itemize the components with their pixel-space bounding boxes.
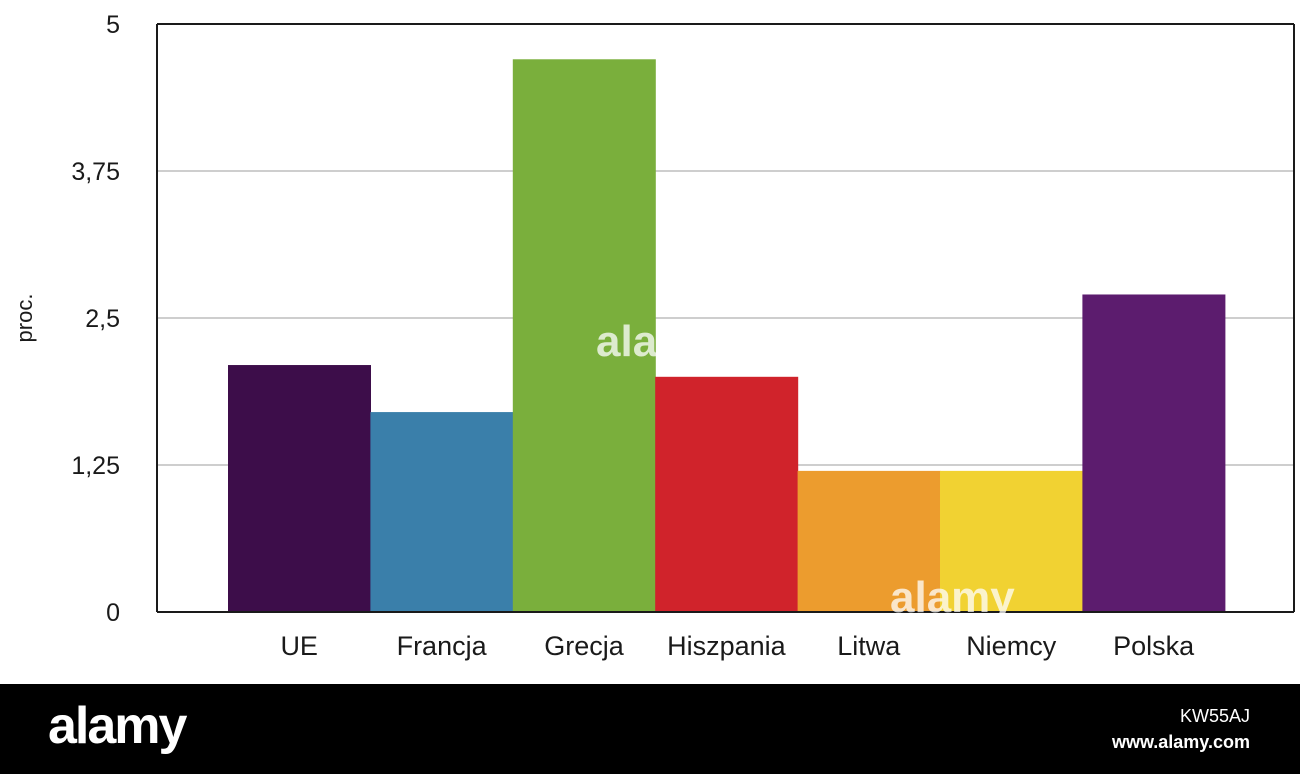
y-tick-label: 1,25 xyxy=(71,452,120,480)
bar-litwa xyxy=(797,470,941,612)
y-axis-label: proc. xyxy=(12,294,37,343)
y-tick-labels: 0 1,25 2,5 3,75 5 xyxy=(71,11,120,627)
watermark-text: alamy xyxy=(596,317,721,366)
bar-grecja xyxy=(512,59,656,612)
bar-niemcy xyxy=(940,470,1083,612)
x-tick-label: Polska xyxy=(1113,631,1195,661)
image-id: KW55AJ xyxy=(1179,706,1250,726)
y-tick-label: 5 xyxy=(106,11,120,39)
axes xyxy=(156,23,1295,613)
y-tick-label: 2,5 xyxy=(85,305,120,333)
chart-area: 0 1,25 2,5 3,75 5 UE Francja Grecja Hiszpania Li… xyxy=(12,11,1295,661)
x-tick-label: Niemcy xyxy=(966,631,1057,661)
x-tick-label: Hiszpania xyxy=(667,631,787,661)
x-tick-label: Litwa xyxy=(837,631,901,661)
x-tick-label: UE xyxy=(280,631,318,661)
alamy-logo: alamy xyxy=(48,697,187,755)
bar-ue xyxy=(228,365,371,612)
source-url: www.alamy.com xyxy=(1111,732,1250,752)
watermark-overlay: alamy alamy xyxy=(596,317,1015,622)
watermark-text: alamy xyxy=(890,573,1015,622)
x-tick-labels: UE Francja Grecja Hiszpania Litwa Niemcy Polsk… xyxy=(280,631,1195,661)
y-tick-label: 3,75 xyxy=(71,158,120,186)
bars xyxy=(228,59,1226,612)
bar-hiszpania xyxy=(655,376,799,612)
bar-polska xyxy=(1082,294,1226,612)
y-tick-label: 0 xyxy=(106,599,120,627)
x-tick-label: Grecja xyxy=(544,631,625,661)
bar-chart: 0 1,25 2,5 3,75 5 UE Francja Grecja Hiszpania Li… xyxy=(12,11,1295,661)
watermark-footer: alamy KW55AJ www.alamy.com xyxy=(0,684,1300,774)
x-tick-label: Francja xyxy=(397,631,488,661)
bar-francja xyxy=(370,412,514,612)
